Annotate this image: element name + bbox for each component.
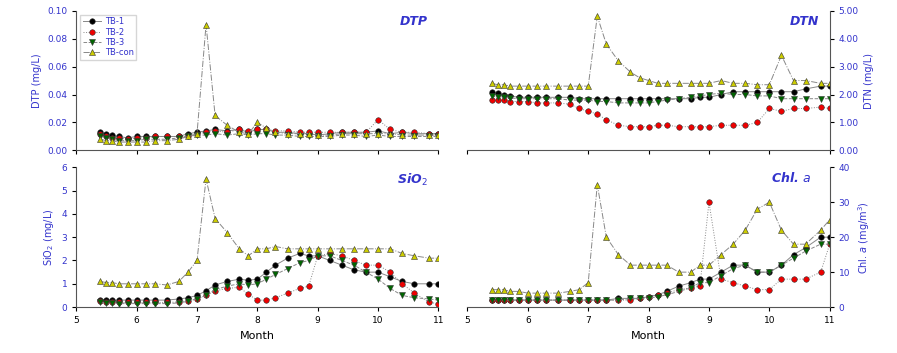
Y-axis label: SiO$_2$ (mg/L): SiO$_2$ (mg/L) xyxy=(42,208,56,266)
Text: Chl. $a$: Chl. $a$ xyxy=(771,172,812,185)
Y-axis label: Chl. $a$ (mg/m$^3$): Chl. $a$ (mg/m$^3$) xyxy=(856,201,872,274)
Text: DTP: DTP xyxy=(400,15,428,28)
Text: DTN: DTN xyxy=(789,15,819,28)
X-axis label: Month: Month xyxy=(239,331,274,341)
Y-axis label: DTN (mg/L): DTN (mg/L) xyxy=(865,53,875,108)
Legend: TB-1, TB-2, TB-3, TB-con: TB-1, TB-2, TB-3, TB-con xyxy=(81,15,136,60)
Y-axis label: DTP (mg/L): DTP (mg/L) xyxy=(31,53,41,108)
X-axis label: Month: Month xyxy=(631,331,666,341)
Text: SiO$_2$: SiO$_2$ xyxy=(397,172,428,187)
